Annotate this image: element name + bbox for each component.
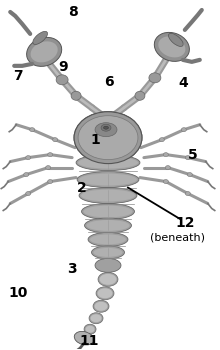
Ellipse shape xyxy=(79,188,137,203)
Ellipse shape xyxy=(46,166,51,170)
Ellipse shape xyxy=(77,172,139,188)
Ellipse shape xyxy=(78,116,138,160)
Ellipse shape xyxy=(84,324,96,334)
Ellipse shape xyxy=(88,232,128,246)
Ellipse shape xyxy=(187,173,192,177)
Ellipse shape xyxy=(30,128,35,132)
Text: 9: 9 xyxy=(58,60,68,74)
Ellipse shape xyxy=(94,248,123,257)
Ellipse shape xyxy=(165,166,170,170)
Ellipse shape xyxy=(90,234,126,244)
Ellipse shape xyxy=(74,112,142,163)
Text: 7: 7 xyxy=(13,69,23,83)
Ellipse shape xyxy=(95,123,117,136)
Ellipse shape xyxy=(169,33,183,47)
Text: 5: 5 xyxy=(188,148,198,162)
Ellipse shape xyxy=(48,153,53,156)
Ellipse shape xyxy=(92,246,125,259)
Ellipse shape xyxy=(74,331,94,345)
Ellipse shape xyxy=(96,287,114,300)
Text: 4: 4 xyxy=(178,76,188,90)
Ellipse shape xyxy=(163,153,168,156)
Ellipse shape xyxy=(135,91,145,100)
Ellipse shape xyxy=(76,155,140,170)
Ellipse shape xyxy=(31,41,58,62)
Ellipse shape xyxy=(181,128,186,132)
Ellipse shape xyxy=(86,220,129,231)
Ellipse shape xyxy=(78,116,138,160)
Text: 2: 2 xyxy=(77,181,87,195)
Ellipse shape xyxy=(89,313,103,324)
Ellipse shape xyxy=(79,174,137,186)
Ellipse shape xyxy=(99,274,116,285)
Ellipse shape xyxy=(84,205,132,217)
Ellipse shape xyxy=(104,126,108,129)
Ellipse shape xyxy=(33,32,48,44)
Ellipse shape xyxy=(74,112,142,163)
Text: 11: 11 xyxy=(79,334,99,348)
Text: 10: 10 xyxy=(9,286,28,300)
Ellipse shape xyxy=(84,218,131,233)
Text: 12: 12 xyxy=(175,216,194,230)
Ellipse shape xyxy=(158,36,185,57)
Text: 8: 8 xyxy=(68,5,78,19)
Ellipse shape xyxy=(86,326,95,333)
Ellipse shape xyxy=(93,300,109,312)
Ellipse shape xyxy=(97,288,112,298)
Ellipse shape xyxy=(27,37,62,66)
Ellipse shape xyxy=(95,258,121,272)
Ellipse shape xyxy=(98,272,118,286)
Text: 3: 3 xyxy=(67,262,77,276)
Ellipse shape xyxy=(185,191,190,196)
Ellipse shape xyxy=(154,33,189,61)
Text: (beneath): (beneath) xyxy=(150,232,205,243)
Ellipse shape xyxy=(48,180,53,183)
Text: 1: 1 xyxy=(90,133,100,147)
Ellipse shape xyxy=(24,173,29,177)
Ellipse shape xyxy=(159,138,164,142)
Ellipse shape xyxy=(95,123,117,136)
Ellipse shape xyxy=(101,124,111,131)
Ellipse shape xyxy=(26,191,31,196)
Ellipse shape xyxy=(71,91,81,100)
Text: 6: 6 xyxy=(104,75,114,89)
Ellipse shape xyxy=(95,302,108,311)
Ellipse shape xyxy=(149,73,161,83)
Ellipse shape xyxy=(53,138,58,142)
Ellipse shape xyxy=(91,314,101,322)
Ellipse shape xyxy=(26,156,31,160)
Ellipse shape xyxy=(82,203,134,219)
Ellipse shape xyxy=(56,75,68,85)
Ellipse shape xyxy=(163,180,168,183)
Ellipse shape xyxy=(185,156,190,160)
Ellipse shape xyxy=(101,124,111,131)
Ellipse shape xyxy=(104,126,108,129)
Ellipse shape xyxy=(81,190,135,202)
Ellipse shape xyxy=(78,156,138,169)
